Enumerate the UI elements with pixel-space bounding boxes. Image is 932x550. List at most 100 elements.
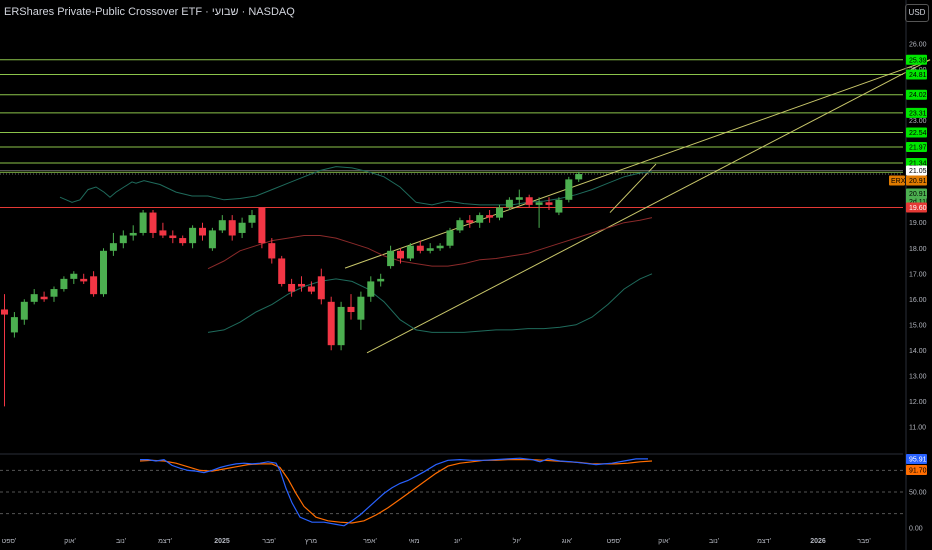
candle-body xyxy=(486,215,494,218)
time-tick-label: ספט' xyxy=(2,538,17,545)
candle-body xyxy=(208,230,216,249)
price-tick-label: 11.00 xyxy=(909,424,926,431)
candle-20 xyxy=(199,222,206,241)
candle-body xyxy=(387,250,395,267)
price-tick-label: 16.00 xyxy=(909,297,927,304)
candle-5 xyxy=(50,286,58,302)
candle-24 xyxy=(238,217,246,239)
candle-23 xyxy=(228,215,236,241)
stoch-tick-label: 0.00 xyxy=(909,526,923,533)
trend-lines xyxy=(344,59,931,354)
candle-body xyxy=(80,278,88,282)
candle-body xyxy=(416,245,424,251)
candle-42 xyxy=(416,240,424,254)
candle-body xyxy=(555,199,563,213)
candle-25 xyxy=(248,209,256,228)
candle-43 xyxy=(426,243,434,254)
candle-39 xyxy=(387,245,395,269)
currency-button[interactable]: USD xyxy=(905,4,929,22)
candle-body xyxy=(248,215,256,223)
candle-body xyxy=(476,215,484,223)
candle-body xyxy=(238,222,246,233)
candle-27 xyxy=(268,238,276,264)
price-tick-label: 13.00 xyxy=(909,373,927,380)
candle-body xyxy=(1,309,8,315)
candle-body xyxy=(436,245,444,249)
candle-body xyxy=(535,202,543,205)
time-tick-label: פבר' xyxy=(857,538,871,545)
current-price-badge: 20.91 xyxy=(909,178,927,185)
candle-body xyxy=(327,301,335,346)
level-badge-bg xyxy=(906,107,927,118)
price-tick-label: 14.00 xyxy=(909,348,927,355)
candle-body xyxy=(189,227,197,244)
candle-2 xyxy=(20,299,28,325)
candle-body xyxy=(456,220,464,231)
candle-body xyxy=(60,278,68,290)
stochastic-pane xyxy=(0,453,903,527)
bb-middle-line xyxy=(207,217,653,270)
candle-body xyxy=(149,212,157,233)
candle-body xyxy=(159,230,167,236)
price-tick-label: 15.00 xyxy=(909,322,927,329)
candle-body xyxy=(70,273,78,279)
candle-body xyxy=(426,248,434,251)
grey-level-badge-bg xyxy=(906,165,927,176)
candle-0 xyxy=(1,294,8,407)
time-tick-label: אוק' xyxy=(658,538,670,545)
candle-body xyxy=(406,245,414,259)
candle-21 xyxy=(208,227,216,251)
time-tick-label: פבר' xyxy=(262,538,276,545)
horizontal-levels xyxy=(0,59,903,208)
candle-body xyxy=(169,235,177,239)
stoch-k-line xyxy=(140,457,648,527)
candle-body xyxy=(268,243,276,259)
candle-10 xyxy=(100,248,107,297)
candle-28 xyxy=(278,255,286,287)
price-tick-label: 23.00 xyxy=(909,118,927,125)
live-badge-bg xyxy=(906,188,927,206)
candle-body xyxy=(575,174,583,180)
ticker-tag-bg xyxy=(889,175,905,186)
price-tick-label: 26.00 xyxy=(909,42,927,49)
candle-58 xyxy=(575,171,583,182)
candle-body xyxy=(377,278,385,282)
candle-body xyxy=(228,220,236,236)
price-badges: 25.39 24.81 24.02 23.31 22.54 21.97 21.3421.05… xyxy=(889,54,930,475)
candle-body xyxy=(317,276,325,300)
candle-body xyxy=(337,306,345,346)
grey-level-badge: 21.05 xyxy=(909,168,927,175)
level-badge-bg xyxy=(906,141,927,152)
candle-26 xyxy=(258,207,266,249)
resistance-badge: 19.60 xyxy=(909,205,927,212)
price-tick-label: 19.00 xyxy=(909,220,927,227)
stoch-d-badge: 91.70 xyxy=(909,467,927,474)
candle-8 xyxy=(80,273,88,284)
candle-17 xyxy=(169,230,177,244)
candle-body xyxy=(525,197,533,205)
time-tick-label: אוג' xyxy=(562,538,573,545)
candle-body xyxy=(90,276,98,295)
time-axis: ספט' אוק' נוב' דצמ' 2025 פבר' מרץ אפר' מאי יונ' יו… xyxy=(2,537,871,545)
time-tick-label: מאי xyxy=(408,538,419,545)
level-badge-bg xyxy=(906,69,927,80)
stoch-k-badge: 95.91 xyxy=(909,456,927,463)
candle-body xyxy=(515,197,523,200)
candle-30 xyxy=(298,276,305,292)
candle-31 xyxy=(307,281,315,295)
bb-lower-line xyxy=(207,273,653,333)
candle-48 xyxy=(476,212,484,228)
level-badge-bg xyxy=(906,89,927,100)
level-badge-bg xyxy=(906,127,927,138)
candle-22 xyxy=(218,215,226,233)
candle-19 xyxy=(189,225,197,249)
stoch-k-badge-bg xyxy=(906,453,927,464)
level-badge: 21.97 xyxy=(909,144,927,151)
trend-line-1 xyxy=(366,59,931,354)
time-tick-label: אוק' xyxy=(64,538,76,545)
candle-body xyxy=(179,238,187,244)
candle-body xyxy=(466,220,474,223)
candle-body xyxy=(288,283,296,292)
time-tick-label: נוב' xyxy=(116,538,126,545)
